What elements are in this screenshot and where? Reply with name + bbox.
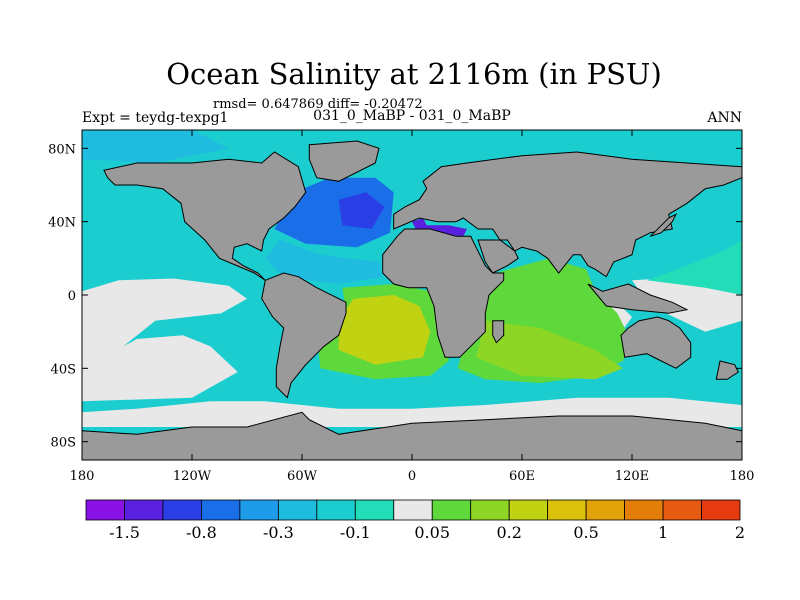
colorbar-swatch [162, 499, 202, 521]
land-south-america [261, 272, 347, 399]
colorbar-swatch [393, 499, 433, 521]
x-tick-label: 0 [408, 469, 416, 484]
field-arctic-cyan [82, 130, 229, 163]
land-australia [620, 316, 692, 369]
field-south-atlantic-core [338, 295, 431, 365]
colorbar-label: -0.1 [340, 523, 371, 542]
colorbar-swatch [431, 499, 472, 521]
latitude-axis: 80N 40N 0 40S 80S [48, 142, 742, 451]
colorbar-swatch [354, 499, 395, 521]
land-greenland [308, 140, 380, 182]
period-label: 031_0_MaBP - 031_0_MaBP [313, 108, 511, 124]
land-africa [382, 228, 505, 358]
land-masses [82, 140, 742, 460]
longitude-axis: 180 120W 60W 0 60E 120E 180 [70, 130, 755, 484]
colorbar-swatch [508, 499, 549, 521]
x-tick-label: 60E [509, 469, 535, 484]
colorbar-label: 0.05 [414, 523, 450, 542]
colorbar-swatch [662, 499, 702, 521]
colorbar-swatch [124, 499, 164, 521]
y-tick-label: 40N [48, 216, 76, 231]
field-indian-olive [476, 320, 623, 380]
map-plot-area [82, 130, 742, 460]
land-madagascar [492, 320, 505, 344]
stats-label: rmsd= 0.647869 diff= -0.20472 [213, 97, 423, 112]
y-tick-label: 0 [68, 289, 76, 304]
colorbar-swatch [624, 499, 664, 521]
season-label: ANN [706, 110, 742, 126]
colorbar-label: 0.2 [496, 523, 521, 542]
colorbar-swatch [85, 499, 125, 521]
colorbar-swatch [239, 499, 279, 521]
plot-title: Ocean Salinity at 2116m (in PSU) [166, 57, 662, 91]
land-antarctica [82, 411, 742, 460]
field-mediterranean-outflow [412, 218, 467, 237]
colorbar-label: -0.3 [263, 523, 294, 542]
colorbar-swatch [701, 499, 741, 521]
land-eurasia [393, 151, 742, 278]
colorbar-label: -1.5 [109, 523, 140, 542]
colorbar-label: 0.5 [573, 523, 598, 542]
colorbar-label: 1 [658, 523, 668, 542]
y-tick-label: 40S [51, 362, 76, 377]
colorbar-label: -0.8 [186, 523, 217, 542]
colorbar-label: 2 [735, 523, 745, 542]
land-arabia [477, 239, 519, 274]
colorbar: -1.5 -0.8 -0.3 -0.1 0.05 0.2 0.5 1 2 [85, 499, 745, 542]
colorbar-swatch [316, 499, 356, 521]
field-north-atlantic-core [338, 192, 385, 229]
colorbar-swatch [277, 499, 318, 521]
colorbar-swatch [547, 499, 587, 521]
colorbar-swatch [585, 499, 625, 521]
y-tick-label: 80N [48, 142, 76, 157]
colorbar-swatch [470, 499, 510, 521]
experiment-label: Expt = teydg-texpg1 [82, 110, 228, 126]
x-tick-label: 120E [615, 469, 649, 484]
field-nw-pacific-cyan [646, 240, 742, 295]
land-north-america [103, 151, 307, 281]
colorbar-swatch [201, 499, 241, 521]
x-tick-label: 60W [287, 469, 318, 484]
field-central-pacific-belt [82, 335, 238, 402]
land-indonesia [587, 283, 689, 314]
y-tick-label: 80S [51, 436, 76, 451]
land-japan [649, 213, 678, 237]
x-tick-label: 120W [173, 469, 212, 484]
x-tick-label: 180 [730, 469, 755, 484]
x-tick-label: 180 [70, 469, 95, 484]
land-new-zealand [715, 360, 739, 380]
field-atlantic-outer-cyan [265, 240, 383, 284]
field-south-pacific-tongue [82, 278, 247, 369]
